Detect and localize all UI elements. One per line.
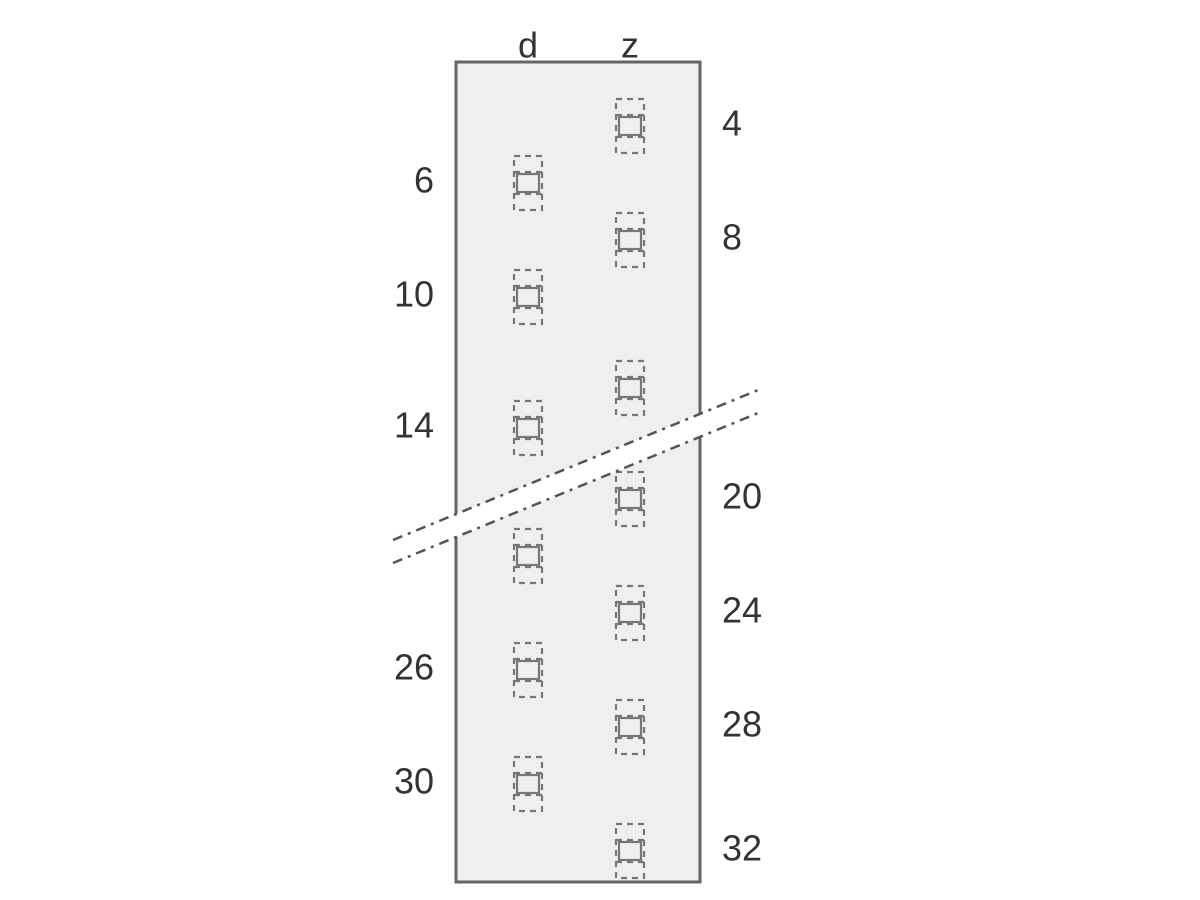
column-header-d: d [518, 25, 538, 66]
pin-label-24: 24 [722, 590, 762, 631]
diagram-svg: d z 4 6 8 10 14 20 24 26 28 30 32 [0, 0, 1200, 900]
pin-label-32: 32 [722, 828, 762, 869]
connector-pinout-diagram: d z 4 6 8 10 14 20 24 26 28 30 32 [0, 0, 1200, 900]
pin-label-14: 14 [394, 405, 434, 446]
pin-label-4: 4 [722, 103, 742, 144]
pin-label-20: 20 [722, 476, 762, 517]
pin-label-6: 6 [414, 160, 434, 201]
pin-label-26: 26 [394, 647, 434, 688]
pin-label-10: 10 [394, 274, 434, 315]
pin-label-8: 8 [722, 217, 742, 258]
pin-label-28: 28 [722, 704, 762, 745]
column-header-z: z [621, 25, 639, 66]
pin-label-30: 30 [394, 761, 434, 802]
